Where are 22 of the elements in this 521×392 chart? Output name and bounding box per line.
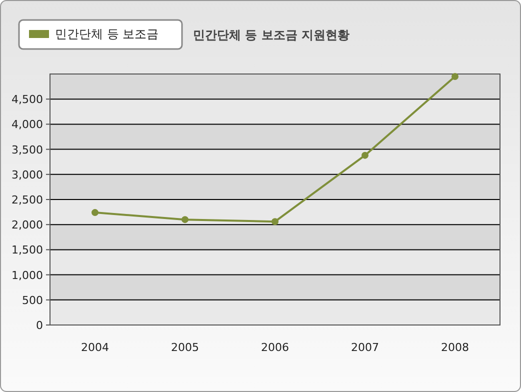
point — [182, 216, 188, 224]
x-tick-label: 2005 — [171, 341, 199, 354]
y-tick-label: 3,500 — [12, 143, 43, 156]
y-tick-label: 0 — [36, 319, 43, 332]
point — [92, 209, 98, 216]
y-tick-label: 3,000 — [12, 168, 43, 182]
y-tick-label: 2,500 — [12, 194, 43, 206]
point — [362, 152, 368, 159]
y-tick-label: 1,500 — [12, 244, 43, 257]
point — [272, 218, 278, 226]
y-tick-label: 4,500 — [12, 93, 43, 106]
y-tick-label: 500 — [22, 294, 43, 307]
point — [452, 73, 458, 80]
x-tick-label: 2006 — [261, 341, 289, 354]
x-tick-label: 2007 — [351, 341, 379, 354]
chart-title: 민간단체 등 보조금 지원현황 — [193, 28, 350, 42]
y-tick-label: 2,000 — [12, 218, 43, 232]
x-tick-label: 2004 — [81, 341, 109, 354]
legend-label: 민간단체 등 보조금 — [55, 27, 159, 41]
x-tick-label: 2008 — [441, 341, 469, 354]
y-tick-label: 4,000 — [12, 118, 43, 132]
y-tick-label: 1,000 — [12, 268, 43, 282]
